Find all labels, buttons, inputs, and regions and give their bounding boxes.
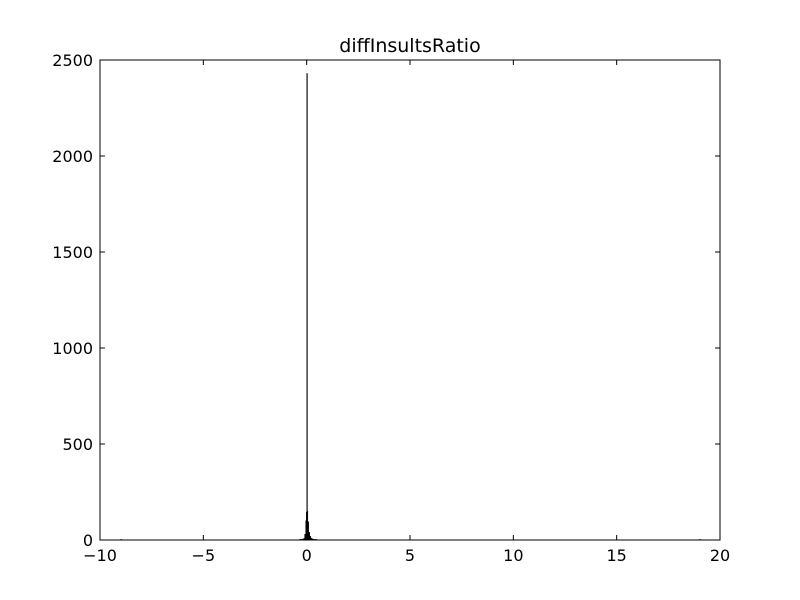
- bars-group: [120, 73, 701, 541]
- x-tick-label: 0: [302, 546, 312, 565]
- y-tick-label: 1000: [52, 339, 93, 358]
- plot-frame: [99, 59, 721, 541]
- histogram-bar-9: [306, 73, 308, 541]
- x-tick-label: 5: [405, 546, 415, 565]
- y-axis-ticks: 0 500 1000 1500 2000 2500: [52, 51, 720, 550]
- chart-title: diffInsultsRatio: [339, 35, 480, 57]
- x-tick-label: 20: [710, 546, 730, 565]
- y-tick-label: 2000: [52, 147, 93, 166]
- y-tick-label: 500: [62, 435, 93, 454]
- x-tick-label: 15: [606, 546, 626, 565]
- x-tick-label: −5: [192, 546, 216, 565]
- x-tick-label: 10: [503, 546, 523, 565]
- x-axis-ticks: −10 −5 0 5 10 15 20: [83, 60, 730, 565]
- y-tick-label: 1500: [52, 243, 93, 262]
- y-tick-label: 2500: [52, 51, 93, 70]
- y-tick-label: 0: [83, 531, 93, 550]
- x-tick-label: −10: [83, 546, 117, 565]
